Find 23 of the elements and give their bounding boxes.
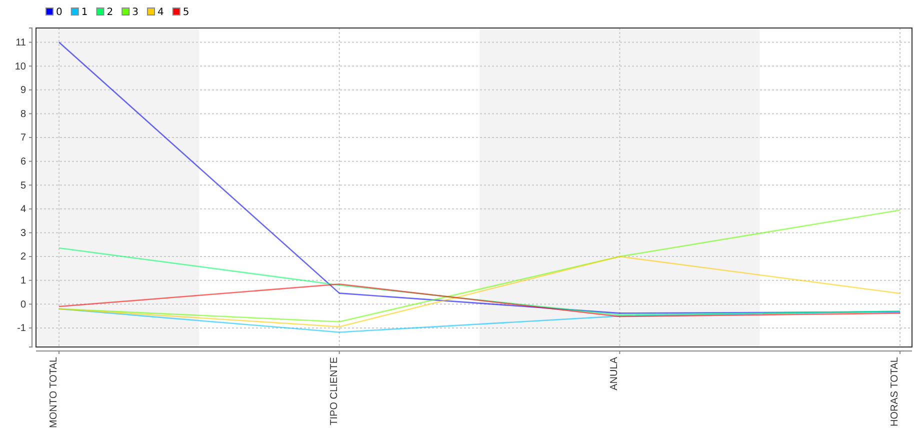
y-tick-label: 8	[20, 108, 26, 120]
x-tick-label: TIPO CLIENTE	[328, 356, 340, 426]
y-tick-label: 2	[20, 252, 26, 263]
x-tick-label: ANULA	[609, 356, 620, 390]
y-tick-label: -1	[17, 323, 26, 334]
y-tick-label: 7	[20, 132, 26, 144]
x-tick-label: HORAS TOTAL	[890, 356, 900, 426]
y-tick-label: 5	[20, 180, 26, 192]
y-tick-label: 9	[20, 85, 26, 96]
y-tick-label: 10	[14, 61, 26, 72]
y-tick-label: 0	[20, 299, 26, 310]
x-tick-label: MONTO TOTAL	[48, 356, 60, 428]
y-tick-label: 6	[20, 156, 26, 168]
y-tick-label: 3	[20, 228, 26, 239]
y-tick-label: 4	[20, 204, 26, 216]
legend-label: 5	[182, 7, 190, 18]
legend-label: 3	[132, 7, 138, 18]
y-tick-label: 11	[16, 37, 26, 48]
legend-label: 0	[56, 7, 62, 18]
y-tick-label: 1	[20, 276, 26, 287]
legend-label: 2	[106, 7, 114, 18]
legend-label: 1	[81, 7, 88, 18]
legend-label: 4	[158, 7, 164, 18]
